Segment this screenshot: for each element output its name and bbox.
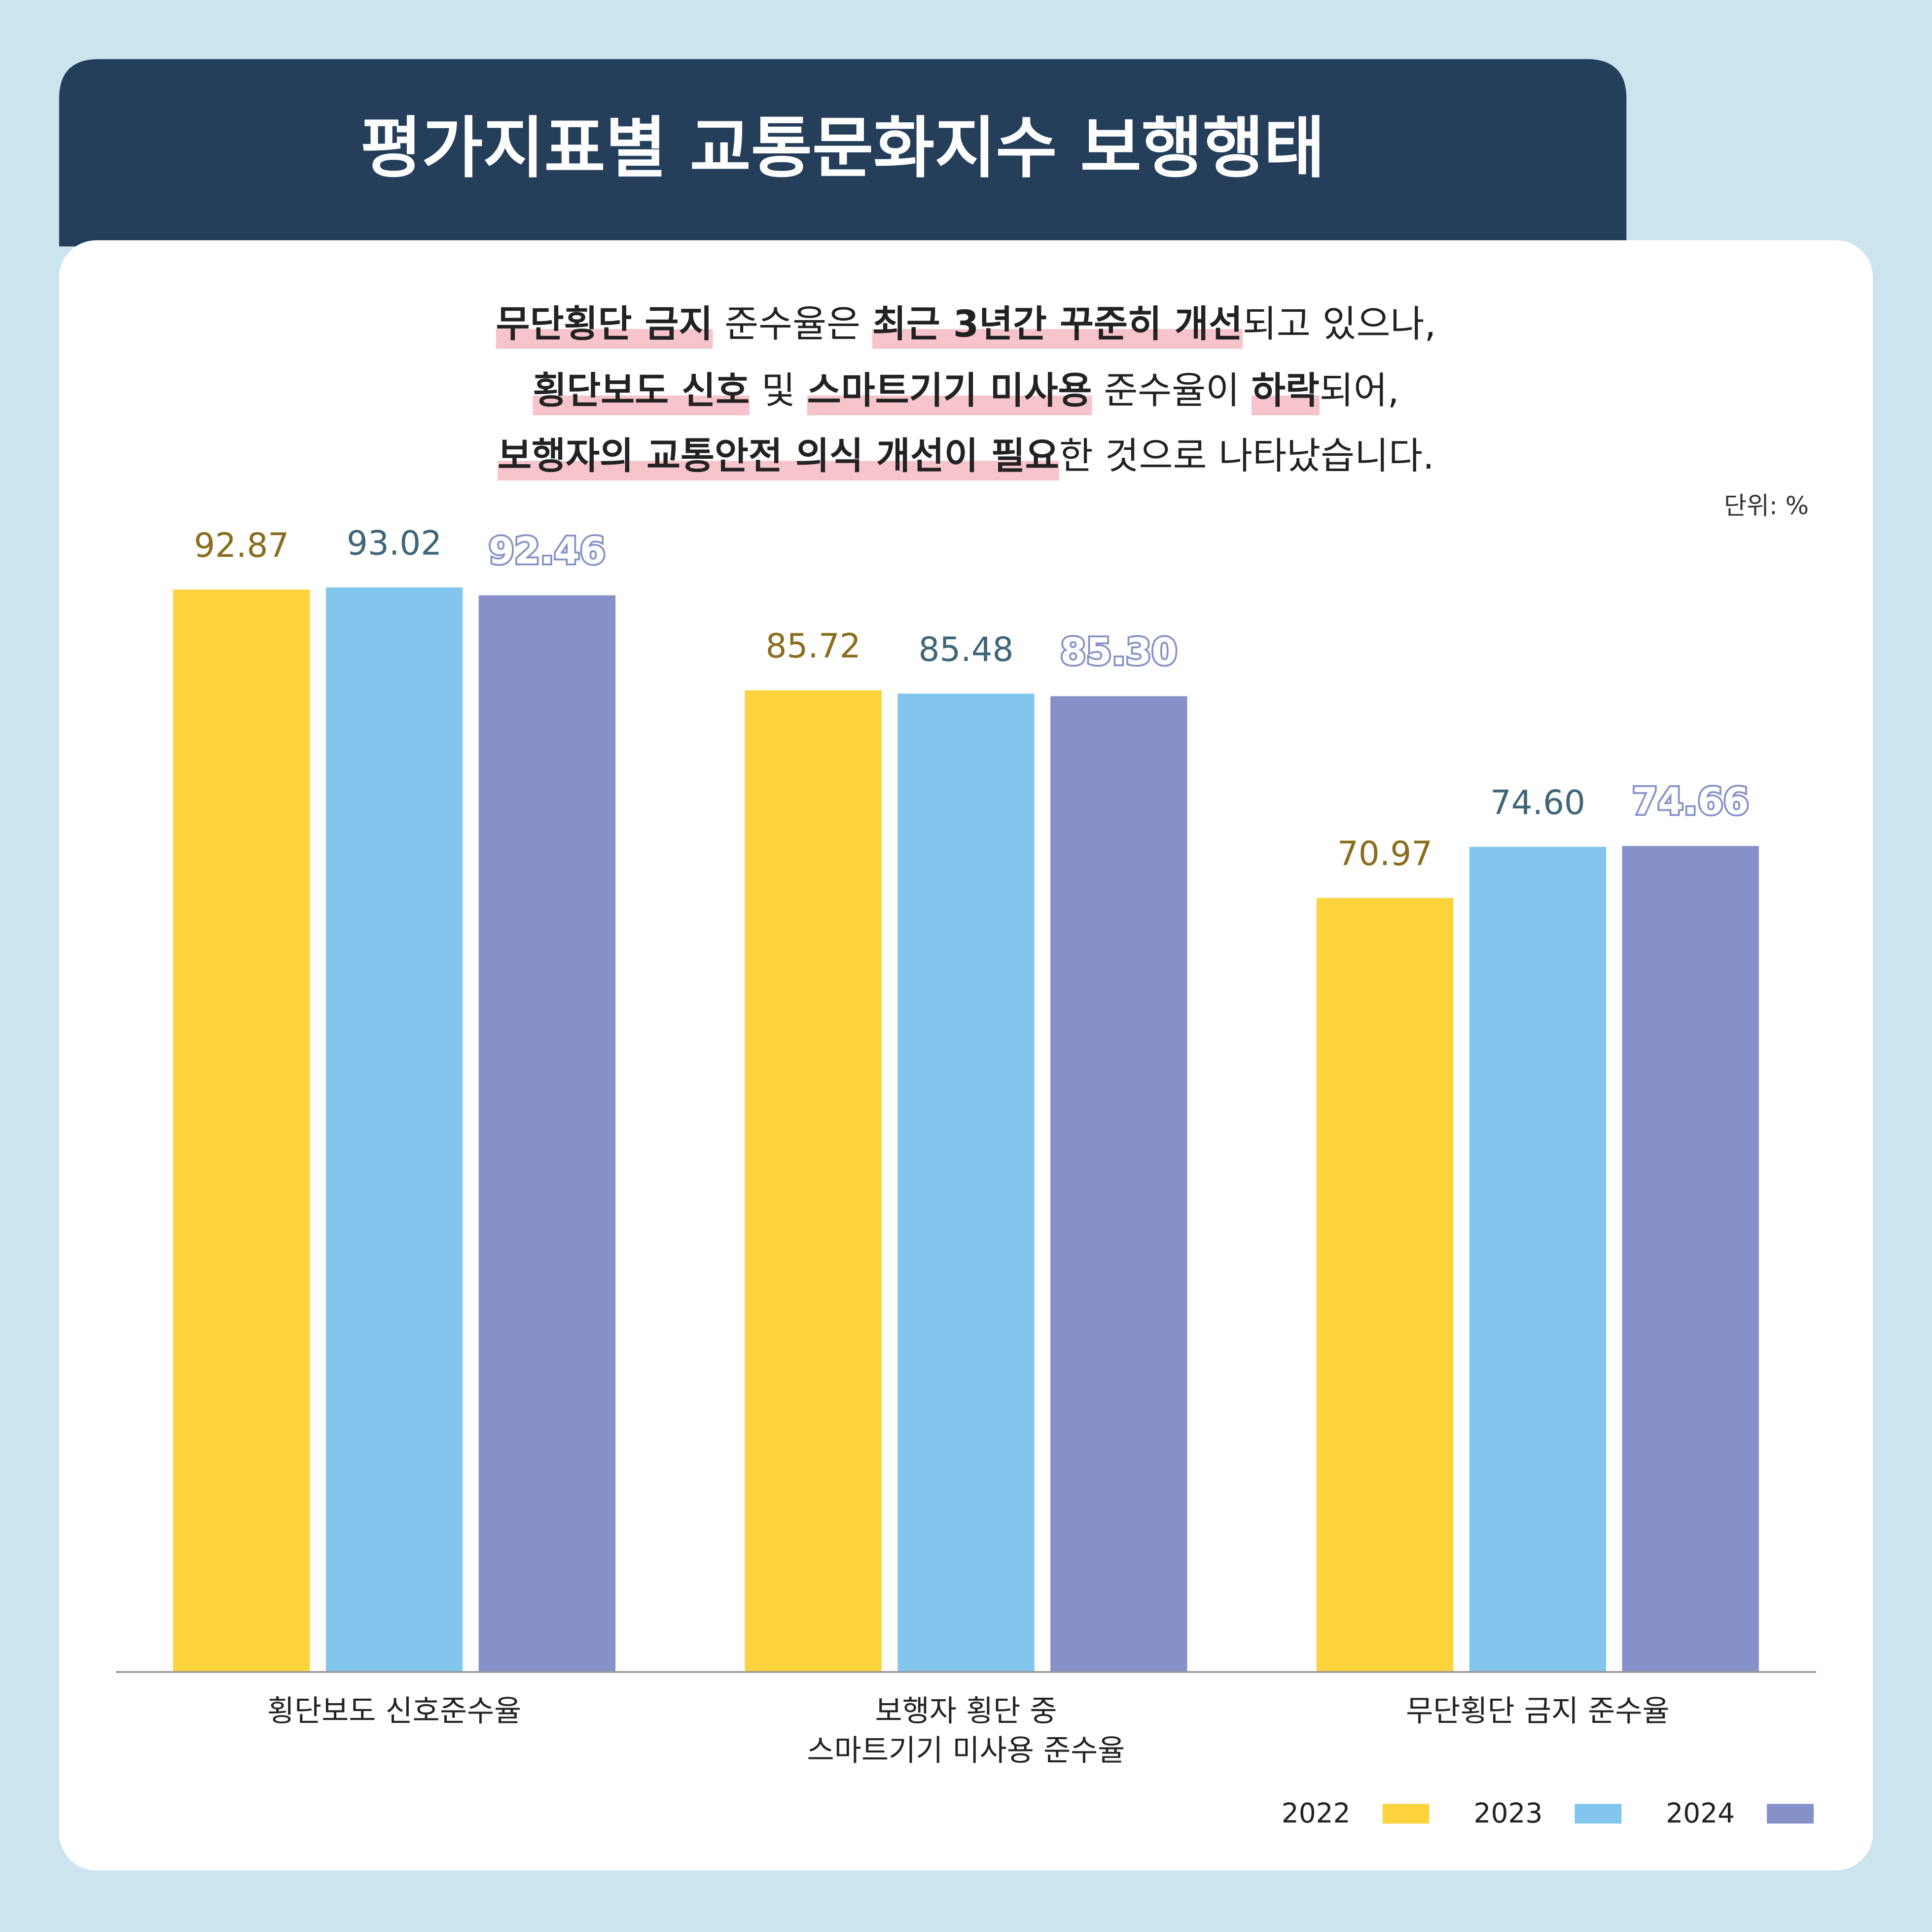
legend-swatch [1767, 1804, 1814, 1824]
subtitle-line: 보행자의 교통안전 의식 개선이 필요 한 것으로 나타났습니다. [498, 434, 1434, 481]
value-label: 92.46 [489, 529, 606, 573]
value-label: 74.66 [1632, 780, 1749, 823]
bar [1050, 696, 1187, 1672]
value-label: 70.97 [1337, 834, 1432, 873]
legend-label: 2023 [1474, 1797, 1543, 1829]
highlight [1251, 395, 1320, 415]
title-banner [59, 59, 1627, 247]
x-tick-label-line: 무단횡단 금지 준수율 [1406, 1694, 1670, 1728]
x-tick-label: 횡단보도 신호준수율 [267, 1694, 522, 1728]
highlight [496, 328, 713, 349]
value-label: 85.30 [1060, 630, 1177, 673]
value-label: 74.60 [1490, 783, 1585, 822]
legend-label: 2022 [1282, 1797, 1351, 1829]
bar [478, 595, 616, 1672]
subtitle-segment: 되고 있으나, [1243, 302, 1436, 345]
subtitle-segment: 하락 [1252, 368, 1320, 412]
highlight [498, 461, 1059, 481]
x-tick-label-line: 횡단보도 신호준수율 [267, 1694, 522, 1728]
subtitle-segment: 횡단보도 신호 [533, 368, 750, 412]
subtitle-segment: 되어, [1320, 368, 1399, 412]
bar [1469, 846, 1607, 1672]
subtitle-segment: 준수율이 [1092, 368, 1252, 412]
bar [745, 690, 882, 1672]
unit-label: 단위: % [1724, 492, 1809, 520]
subtitle-segment: 및 [750, 368, 807, 412]
value-label: 85.48 [918, 630, 1013, 669]
highlight [533, 395, 750, 415]
subtitle-segment: 한 것으로 나타났습니다. [1059, 434, 1434, 477]
value-label: 92.87 [194, 526, 289, 565]
subtitle-segment: 보행자의 교통안전 의식 개선이 필요 [498, 434, 1059, 477]
bar [897, 693, 1035, 1672]
legend-swatch [1382, 1804, 1430, 1824]
subtitle-segment: 준수율은 [713, 302, 872, 345]
bar [325, 587, 463, 1672]
bar [173, 589, 310, 1672]
bar [1622, 846, 1759, 1672]
subtitle-segment: 최근 3년간 꾸준히 개선 [872, 302, 1243, 345]
value-label: 85.72 [766, 626, 861, 665]
value-label: 93.02 [347, 524, 442, 563]
subtitle-segment: 무단횡단 금지 [496, 302, 713, 345]
x-tick-label: 무단횡단 금지 준수율 [1406, 1694, 1670, 1728]
bar [1316, 898, 1454, 1672]
highlight [807, 395, 1092, 415]
chart-title: 평가지표별 교통문화지수 보행행태 [360, 109, 1325, 187]
legend-label: 2024 [1666, 1797, 1735, 1829]
x-tick-label-line: 스마트기기 미사용 준수율 [807, 1733, 1125, 1768]
subtitle-line: 횡단보도 신호 및 스마트기기 미사용 준수율이 하락 되어, [533, 368, 1399, 415]
subtitle-segment: 스마트기기 미사용 [807, 368, 1092, 412]
legend-swatch [1574, 1804, 1622, 1824]
x-tick-label-line: 보행자 횡단 중 [875, 1694, 1057, 1728]
subtitle-line: 무단횡단 금지 준수율은 최근 3년간 꾸준히 개선 되고 있으나, [496, 302, 1436, 349]
highlight [872, 328, 1243, 349]
